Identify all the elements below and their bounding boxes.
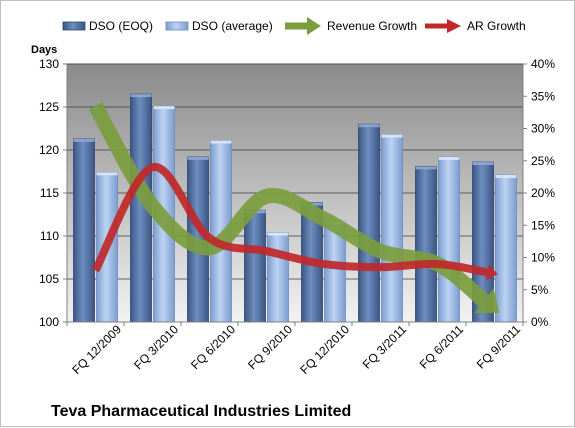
y-tick-label: 115	[40, 186, 59, 200]
y2-axis-ticks: 0% 5% 10% 15% 20% 25% 30% 35% 40%	[523, 57, 555, 329]
bar-top-highlight	[381, 134, 403, 138]
legend-label: Revenue Growth	[327, 19, 417, 33]
y-tick-label: 105	[39, 272, 59, 286]
y2-tick-label: 15%	[531, 218, 555, 232]
legend-arrowhead	[307, 17, 321, 35]
x-tick-label: FQ 9/2010	[245, 322, 295, 372]
y2-tick-label: 10%	[531, 251, 555, 265]
legend-swatch	[165, 21, 189, 31]
bar-top-highlight	[415, 166, 437, 170]
legend-label: AR Growth	[467, 19, 526, 33]
bar-top-highlight	[73, 138, 95, 142]
y-tick-label: 125	[39, 100, 59, 114]
y2-tick-label: 30%	[531, 122, 555, 136]
bar-top-highlight	[267, 232, 289, 236]
legend-label: DSO (EOQ)	[89, 19, 153, 33]
bar-dso-eoq	[73, 138, 95, 323]
y-tick-label: 130	[39, 57, 59, 71]
ar-growth-line	[91, 163, 489, 277]
bar-dso-average	[267, 232, 289, 323]
y2-tick-label: 40%	[531, 57, 555, 71]
x-tick-label: FQ 6/2010	[188, 322, 238, 372]
chart-title: Teva Pharmaceutical Industries Limited	[51, 403, 351, 420]
bar-dso-average	[438, 156, 460, 323]
x-tick-label: FQ 3/2010	[131, 322, 181, 372]
bar-top-highlight	[130, 94, 152, 98]
x-axis-ticks: FQ 12/2009 FQ 3/2010 FQ 6/2010 FQ 9/2010 FQ …	[66, 322, 524, 377]
bar-top-highlight	[153, 106, 175, 110]
y2-tick-label: 0%	[531, 315, 549, 329]
revenue-growth-arrowhead	[474, 288, 500, 314]
bar-top-highlight	[472, 162, 494, 166]
growth-lines	[88, 102, 500, 314]
y2-tick-label: 35%	[531, 89, 555, 103]
legend-swatch	[62, 21, 86, 31]
y-tick-label: 100	[39, 315, 59, 329]
bar-top-highlight	[96, 172, 118, 176]
y-tick-label: 120	[39, 143, 59, 157]
ar-growth-arrowhead	[485, 264, 498, 281]
bar-top-highlight	[495, 174, 517, 178]
x-tick-label: FQ 6/2011	[417, 322, 467, 372]
bar-dso-eoq	[358, 123, 380, 323]
bar-dso-eoq	[415, 165, 437, 323]
x-tick-label: FQ 9/2011	[474, 322, 524, 372]
y-axis-title: Days	[31, 44, 57, 56]
bar-top-highlight	[358, 124, 380, 128]
revenue-growth-line	[88, 102, 489, 307]
y2-tick-label: 20%	[531, 186, 555, 200]
x-tick-label: FQ 12/2009	[69, 322, 124, 377]
bar-top-highlight	[187, 156, 209, 160]
bar-dso-average	[381, 134, 403, 323]
bar-dso-average	[495, 174, 517, 323]
y-tick-label: 110	[40, 229, 59, 243]
bars	[73, 93, 517, 323]
y2-tick-label: 5%	[531, 283, 549, 297]
x-tick-label: FQ 12/2010	[297, 322, 352, 377]
y2-tick-label: 25%	[531, 154, 555, 168]
legend-label: DSO (average)	[192, 19, 273, 33]
bar-top-highlight	[210, 140, 232, 144]
legend-arrowhead	[447, 19, 461, 33]
bar-dso-eoq	[244, 209, 266, 323]
x-tick-label: FQ 3/2011	[360, 322, 410, 372]
y-axis-ticks: 100 105 110 115 120 125 130	[39, 57, 67, 329]
legend: DSO (EOQ) DSO (average) Revenue Growth AR G…	[62, 17, 526, 35]
bar-top-highlight	[438, 156, 460, 160]
